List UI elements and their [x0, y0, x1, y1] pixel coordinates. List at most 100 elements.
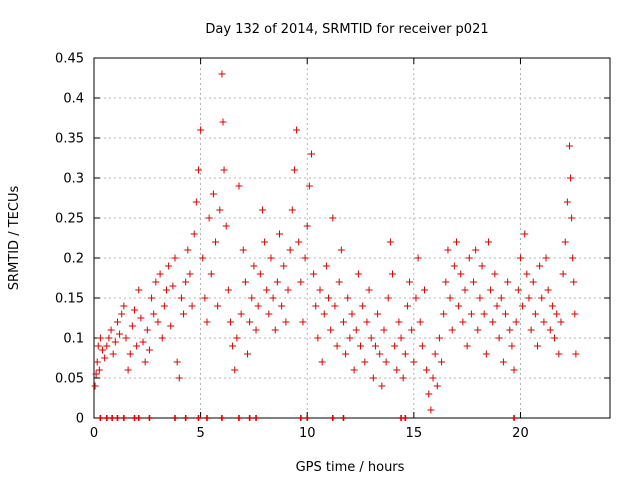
data-point — [233, 334, 241, 342]
data-point — [297, 278, 305, 286]
data-point — [124, 366, 132, 374]
data-point — [567, 174, 575, 182]
data-point — [529, 278, 537, 286]
data-point — [406, 278, 414, 286]
data-point — [128, 322, 136, 330]
data-point — [312, 302, 320, 310]
y-tick-labels: 0 0.05 0.1 0.15 0.2 0.25 0.3 0.35 0.4 0.45 — [55, 52, 84, 427]
data-point — [322, 262, 330, 270]
data-point — [435, 334, 443, 342]
y-tick-label: 0.2 — [63, 252, 84, 267]
data-point — [248, 294, 256, 302]
data-point — [288, 206, 296, 214]
data-point — [391, 342, 399, 350]
data-point — [188, 302, 196, 310]
data-point — [423, 366, 431, 374]
data-point — [222, 222, 230, 230]
data-point — [470, 278, 478, 286]
data-point — [516, 254, 524, 262]
zero-point — [236, 415, 242, 421]
data-point — [224, 286, 232, 294]
data-point — [280, 262, 288, 270]
data-point — [156, 270, 164, 278]
data-point — [359, 302, 367, 310]
data-point — [410, 358, 418, 366]
data-point — [177, 294, 185, 302]
data-point — [305, 182, 313, 190]
y-tick-label: 0.05 — [55, 372, 84, 387]
data-point — [167, 322, 175, 330]
data-point — [169, 282, 177, 290]
data-point — [571, 310, 579, 318]
zero-point — [398, 415, 404, 421]
zero-point — [330, 415, 336, 421]
data-point — [109, 350, 117, 358]
data-point — [141, 358, 149, 366]
data-point — [122, 334, 130, 342]
data-point — [267, 254, 275, 262]
data-point — [145, 346, 153, 354]
data-point — [382, 358, 390, 366]
data-point — [152, 278, 160, 286]
y-tick-label: 0.4 — [63, 92, 84, 107]
data-point — [103, 342, 111, 350]
zero-point — [204, 415, 210, 421]
data-point — [542, 254, 550, 262]
data-point — [246, 318, 254, 326]
data-point — [399, 374, 407, 382]
x-tick-label: 20 — [512, 426, 529, 441]
data-point — [512, 318, 520, 326]
data-point — [173, 358, 181, 366]
data-point — [131, 306, 139, 314]
data-point — [99, 346, 107, 354]
data-point — [212, 238, 220, 246]
data-point — [425, 390, 433, 398]
data-point — [463, 342, 471, 350]
data-point — [269, 294, 277, 302]
data-point — [316, 286, 324, 294]
data-point — [438, 358, 446, 366]
zero-point — [121, 415, 127, 421]
zero-point — [114, 415, 120, 421]
data-point — [139, 338, 147, 346]
data-point — [544, 286, 552, 294]
data-point — [93, 358, 101, 366]
data-point — [521, 230, 529, 238]
data-point — [91, 382, 99, 390]
data-point — [118, 310, 126, 318]
data-point — [219, 118, 227, 126]
zero-point — [511, 415, 517, 421]
data-point — [263, 286, 271, 294]
zero-point — [132, 415, 138, 421]
x-tick-label: 10 — [299, 426, 316, 441]
zero-point — [97, 415, 103, 421]
x-tick-label: 5 — [196, 426, 204, 441]
x-tick-label: 0 — [90, 426, 98, 441]
zero-point — [253, 415, 259, 421]
data-point — [293, 126, 301, 134]
data-point — [209, 190, 217, 198]
data-point — [519, 302, 527, 310]
zero-point — [109, 415, 115, 421]
data-point — [386, 238, 394, 246]
data-point — [480, 310, 488, 318]
data-point — [101, 354, 109, 362]
data-point — [286, 246, 294, 254]
data-point — [327, 326, 335, 334]
data-point — [218, 70, 226, 78]
data-point — [254, 302, 262, 310]
data-point — [278, 302, 286, 310]
data-point — [241, 278, 249, 286]
data-point — [416, 318, 424, 326]
data-point — [180, 310, 188, 318]
data-point — [563, 198, 571, 206]
data-point — [523, 270, 531, 278]
data-point — [271, 326, 279, 334]
data-point — [190, 230, 198, 238]
data-point — [160, 302, 168, 310]
data-point — [448, 326, 456, 334]
data-point — [540, 318, 548, 326]
data-point — [162, 286, 170, 294]
x-tick-labels: 0 5 10 15 20 — [90, 426, 529, 441]
data-point — [261, 238, 269, 246]
